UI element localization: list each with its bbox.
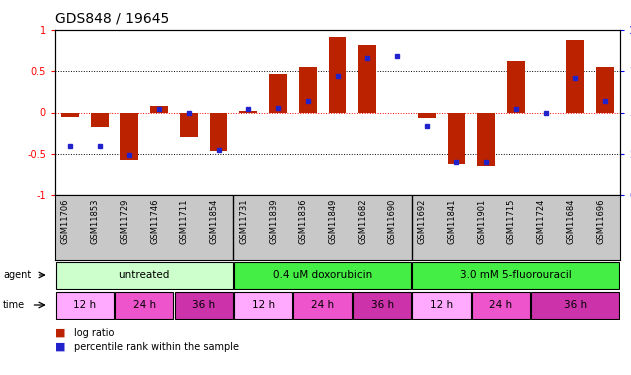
Bar	[269, 74, 287, 112]
Text: agent: agent	[3, 270, 32, 280]
Bar	[175, 291, 233, 318]
Bar	[239, 111, 257, 112]
Text: 36 h: 36 h	[564, 300, 587, 310]
Text: GSM11901: GSM11901	[477, 198, 486, 243]
Text: ■: ■	[55, 328, 66, 338]
Bar	[234, 261, 411, 288]
Bar	[413, 291, 471, 318]
Bar	[507, 60, 525, 112]
Text: 12 h: 12 h	[73, 300, 97, 310]
Text: GSM11711: GSM11711	[180, 198, 189, 244]
Bar	[353, 291, 411, 318]
Text: GSM11724: GSM11724	[536, 198, 546, 244]
Text: untreated: untreated	[119, 270, 170, 280]
Text: 24 h: 24 h	[490, 300, 512, 310]
Text: 24 h: 24 h	[311, 300, 334, 310]
Bar	[115, 291, 174, 318]
Text: time: time	[3, 300, 25, 310]
Text: log ratio: log ratio	[74, 328, 114, 338]
Text: GDS848 / 19645: GDS848 / 19645	[55, 11, 169, 25]
Text: 3.0 mM 5-fluorouracil: 3.0 mM 5-fluorouracil	[460, 270, 572, 280]
Text: GSM11706: GSM11706	[61, 198, 70, 244]
Bar	[299, 67, 317, 112]
Text: 24 h: 24 h	[133, 300, 156, 310]
Bar	[596, 67, 614, 112]
Text: GSM11836: GSM11836	[298, 198, 308, 244]
Bar	[358, 45, 376, 112]
Bar	[121, 112, 138, 160]
Text: GSM11854: GSM11854	[209, 198, 218, 244]
Bar	[61, 112, 79, 117]
Text: 12 h: 12 h	[252, 300, 274, 310]
Bar	[329, 37, 346, 112]
Text: GSM11690: GSM11690	[388, 198, 397, 244]
Text: GSM11841: GSM11841	[447, 198, 456, 244]
Text: GSM11746: GSM11746	[150, 198, 159, 244]
Bar	[418, 112, 435, 118]
Bar	[477, 112, 495, 166]
Text: GSM11692: GSM11692	[418, 198, 427, 244]
Bar	[413, 261, 620, 288]
Bar	[91, 112, 109, 128]
Text: GSM11729: GSM11729	[121, 198, 129, 244]
Text: percentile rank within the sample: percentile rank within the sample	[74, 342, 239, 352]
Text: ■: ■	[55, 342, 66, 352]
Text: GSM11684: GSM11684	[567, 198, 575, 244]
Bar	[567, 40, 584, 112]
Bar	[150, 106, 168, 112]
Text: 36 h: 36 h	[192, 300, 215, 310]
Text: 36 h: 36 h	[370, 300, 394, 310]
Text: 12 h: 12 h	[430, 300, 453, 310]
Bar	[56, 261, 233, 288]
Bar	[234, 291, 292, 318]
Bar	[531, 291, 620, 318]
Text: GSM11731: GSM11731	[239, 198, 248, 244]
Text: 0.4 uM doxorubicin: 0.4 uM doxorubicin	[273, 270, 372, 280]
Text: GSM11696: GSM11696	[596, 198, 605, 244]
Text: GSM11715: GSM11715	[507, 198, 516, 244]
Text: GSM11849: GSM11849	[329, 198, 338, 244]
Bar	[56, 291, 114, 318]
Bar	[293, 291, 351, 318]
Bar	[209, 112, 227, 151]
Text: GSM11839: GSM11839	[269, 198, 278, 244]
Text: GSM11853: GSM11853	[91, 198, 100, 244]
Text: GSM11682: GSM11682	[358, 198, 367, 244]
Bar	[180, 112, 198, 137]
Bar	[472, 291, 530, 318]
Bar	[447, 112, 466, 164]
